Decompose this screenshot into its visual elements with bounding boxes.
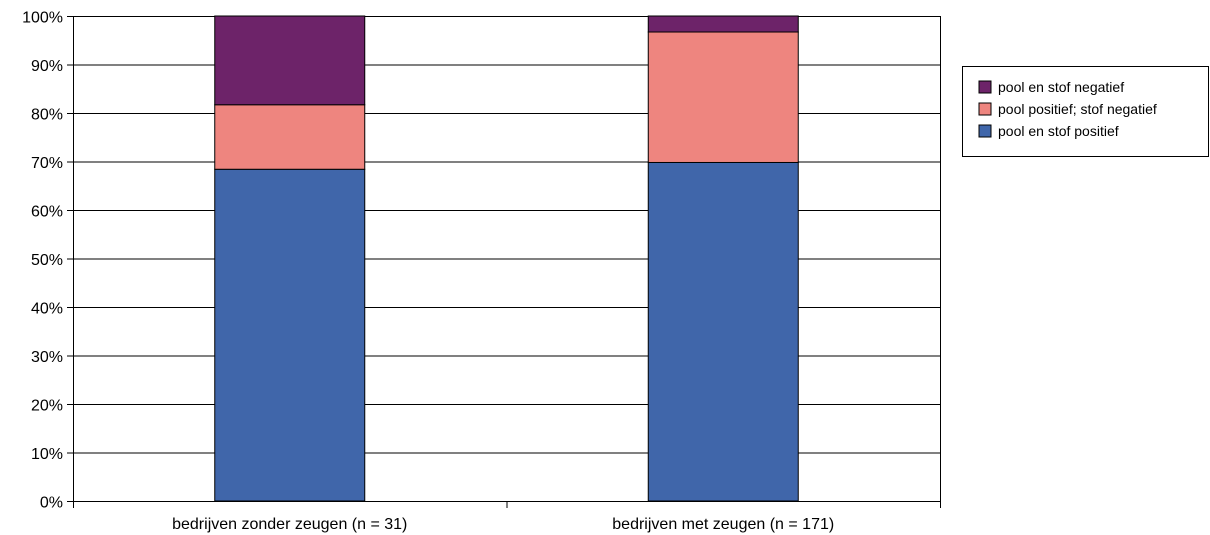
x-tick-label: bedrijven met zeugen (n = 171) xyxy=(612,516,834,533)
legend-swatch xyxy=(979,81,991,93)
y-tick-label: 60% xyxy=(31,204,63,221)
legend-label: pool en stof positief xyxy=(998,123,1119,139)
y-tick-label: 70% xyxy=(31,155,63,172)
y-tick-label: 40% xyxy=(31,301,63,318)
bar-segment xyxy=(648,16,798,32)
y-axis-ticks: 0% 10% 20% 30% 40% 50% 60% 70% 80% 90% 100% xyxy=(22,10,73,512)
y-tick-label: 20% xyxy=(31,398,63,415)
bar-segment xyxy=(648,32,798,162)
x-tick-label: bedrijven zonder zeugen (n = 31) xyxy=(172,516,407,533)
y-tick-label: 30% xyxy=(31,349,63,366)
legend-swatch xyxy=(979,103,991,115)
legend-label: pool positief; stof negatief xyxy=(998,101,1157,117)
x-axis-ticks: bedrijven zonder zeugen (n = 31) bedrijve… xyxy=(74,501,941,533)
y-tick-label: 90% xyxy=(31,58,63,75)
y-tick-label: 100% xyxy=(22,10,63,27)
bar-segment xyxy=(215,169,365,501)
bar-segment xyxy=(215,105,365,170)
bar-segment xyxy=(215,16,365,105)
legend-label: pool en stof negatief xyxy=(998,79,1124,95)
y-tick-label: 50% xyxy=(31,252,63,269)
y-tick-label: 0% xyxy=(40,495,63,512)
gridlines xyxy=(73,17,940,502)
y-tick-label: 80% xyxy=(31,107,63,124)
legend: pool en stof negatief pool positief; stof… xyxy=(963,67,1209,157)
bar-segment xyxy=(648,162,798,501)
y-tick-label: 10% xyxy=(31,446,63,463)
legend-swatch xyxy=(979,125,991,137)
